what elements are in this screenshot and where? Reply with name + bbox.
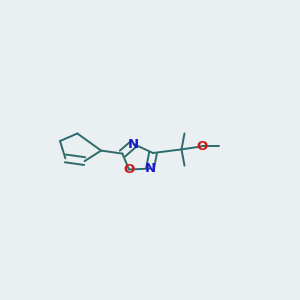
Text: N: N bbox=[144, 162, 156, 175]
Text: N: N bbox=[128, 137, 139, 151]
Text: O: O bbox=[196, 140, 207, 153]
Text: O: O bbox=[123, 163, 135, 176]
